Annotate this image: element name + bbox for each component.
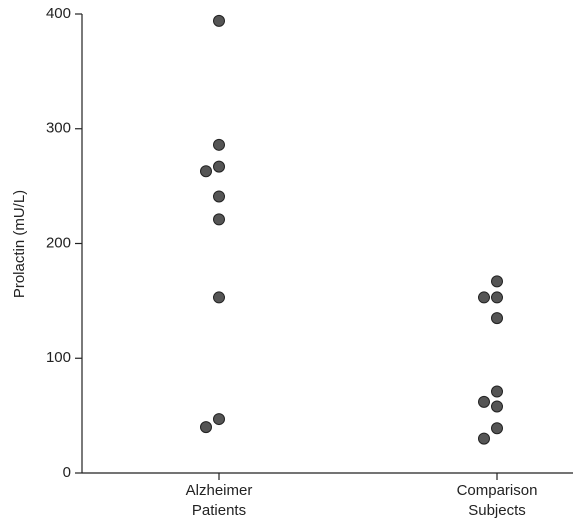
data-point [478,432,490,445]
y-tick-label: 0 [63,464,71,481]
data-point [491,275,503,288]
data-point [213,213,225,226]
data-point [478,291,490,304]
data-point [491,291,503,304]
y-tick-label: 300 [46,120,71,137]
data-point [213,138,225,151]
x-tick-label: Alzheimer Patients [186,482,253,519]
data-point [478,395,490,408]
y-tick-label: 400 [46,5,71,22]
data-point [200,421,212,434]
y-axis-label: Prolactin (mU/L) [11,190,28,298]
data-point [213,160,225,173]
data-point [491,400,503,413]
data-point [491,422,503,435]
data-point [213,190,225,203]
data-point [213,14,225,27]
data-point [200,165,212,178]
y-tick-label: 200 [46,234,71,251]
data-point [213,291,225,304]
data-point [213,413,225,426]
y-tick-label: 100 [46,349,71,366]
data-point [491,385,503,398]
data-point [491,312,503,325]
x-tick-label: Comparison Subjects [457,482,538,519]
